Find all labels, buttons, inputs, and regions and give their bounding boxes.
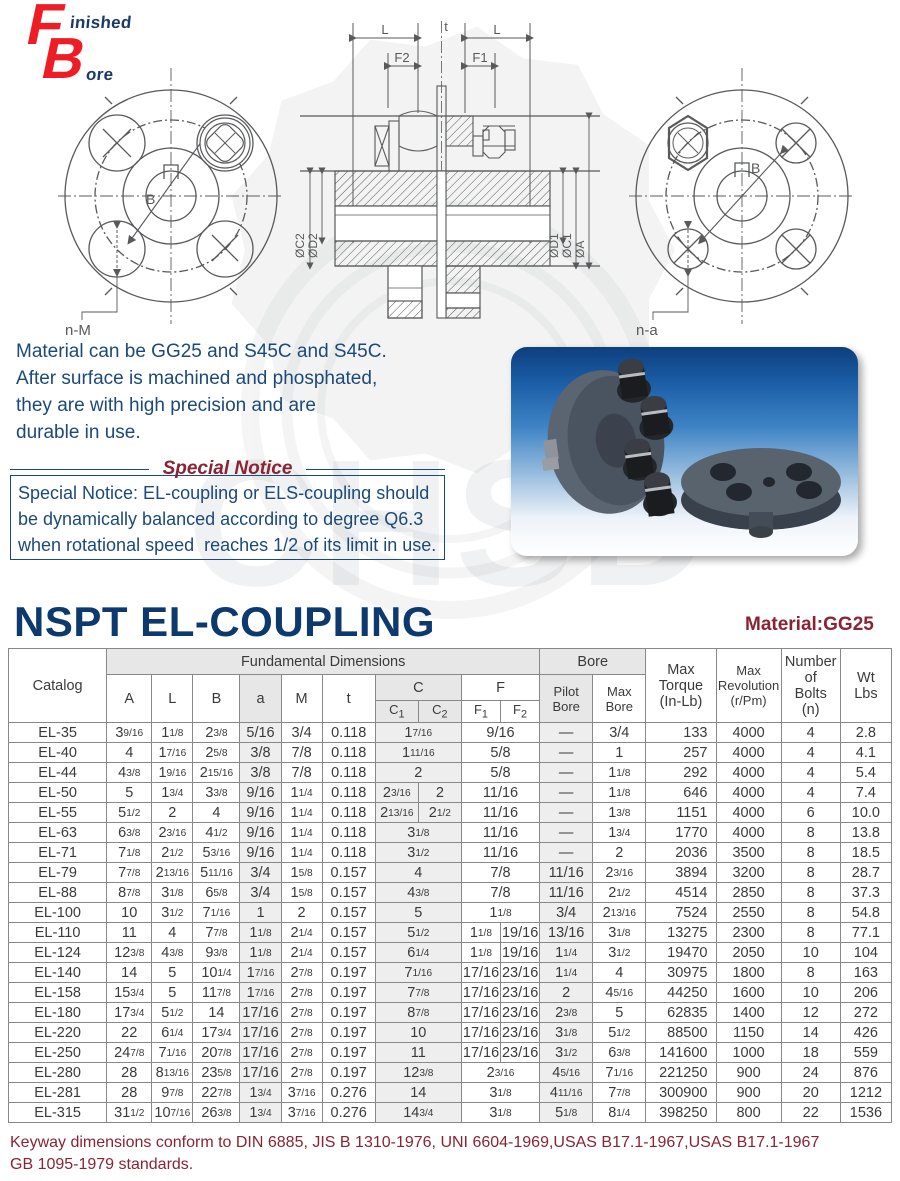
svg-text:F2: F2 <box>394 50 409 65</box>
svg-text:L: L <box>493 22 500 37</box>
svg-text:ØD2: ØD2 <box>306 233 320 258</box>
svg-text:B: B <box>751 160 760 176</box>
svg-text:n-M: n-M <box>65 322 91 339</box>
svg-text:ØD1: ØD1 <box>547 233 561 258</box>
svg-text:ØC1: ØC1 <box>560 233 574 258</box>
svg-text:B: B <box>146 191 155 207</box>
svg-text:n-a: n-a <box>636 322 658 339</box>
svg-text:F1: F1 <box>472 50 487 65</box>
svg-text:L: L <box>381 22 388 37</box>
svg-text:ØC2: ØC2 <box>293 233 307 258</box>
svg-text:ØA: ØA <box>573 241 587 258</box>
svg-text:t: t <box>444 19 448 34</box>
